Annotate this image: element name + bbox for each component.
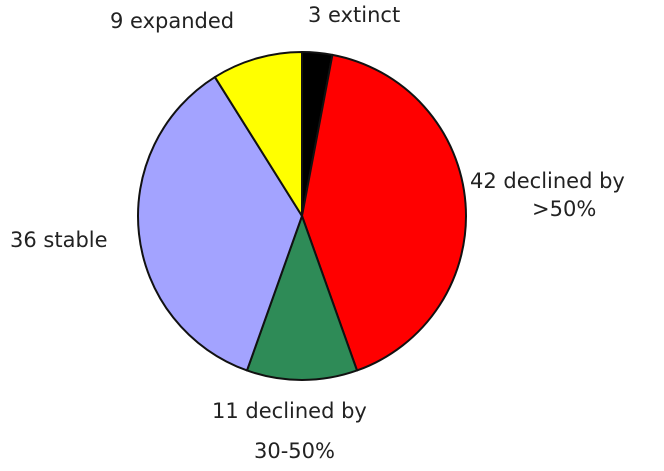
slice-label: 11 declined by 30-50% [212, 399, 367, 463]
slice-label-line: 3 extinct [308, 3, 400, 27]
slice-label: 9 expanded [110, 9, 234, 33]
slice-label-line: 11 declined by [212, 399, 367, 423]
slice-label-line: >50% [532, 197, 596, 221]
pie-slice [245, 215, 359, 381]
pie-slice [213, 51, 303, 217]
slice-label-line: 9 expanded [110, 9, 234, 33]
pie-slice [301, 53, 467, 372]
pie-slices [137, 51, 467, 381]
slice-label-line: 42 declined by [470, 169, 625, 193]
slice-label-line: 30-50% [254, 439, 335, 463]
slice-label-line: 36 stable [10, 228, 108, 252]
slice-labels: 3 extinct 42 declined by >50% 11 declined b… [10, 3, 625, 463]
pie-slice [137, 76, 303, 372]
slice-label: 3 extinct [308, 3, 400, 27]
slice-label: 42 declined by >50% [470, 169, 625, 221]
slice-label: 36 stable [10, 228, 108, 252]
